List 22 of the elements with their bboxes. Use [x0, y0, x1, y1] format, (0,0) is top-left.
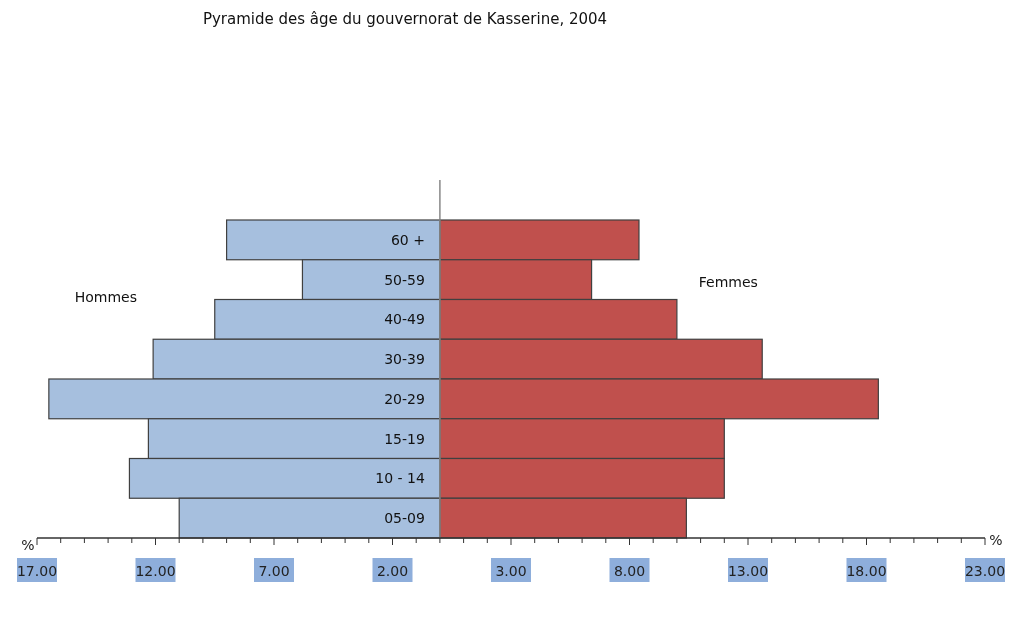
- x-tick-label: 17.00: [16, 563, 58, 579]
- y-tick-label: 15-19: [384, 430, 425, 447]
- text: Hommes: [74, 289, 137, 305]
- x-tick-label: 13.00: [727, 563, 769, 579]
- x-tick-label: 12.00: [135, 563, 176, 579]
- y-tick-label: 20-29: [384, 390, 425, 407]
- y-tick-label: 05-09: [384, 510, 425, 527]
- x-tick-label: 8.00: [613, 563, 646, 579]
- x-tick-label: 18.00: [846, 563, 887, 579]
- y-tick-label: 10 - 14: [375, 470, 425, 487]
- x-tick-label: 7.00: [258, 563, 290, 579]
- y-tick-label: 60 +: [390, 231, 425, 248]
- text: %: [989, 532, 1003, 548]
- chart-title: Pyramide des âge du gouvernorat de Kasserine, 2004: [202, 10, 608, 28]
- y-tick-label: 30-39: [384, 351, 425, 368]
- series-label: Femmes: [698, 274, 758, 290]
- y-tick-label: 40-49: [384, 311, 425, 328]
- x-tick-label: 2.00: [376, 563, 409, 579]
- x-tick-label: 23.00: [964, 563, 1006, 579]
- y-tick-label: 50-59: [384, 271, 425, 288]
- x-tick-label: 3.00: [495, 563, 527, 579]
- x-axis-title: %: [21, 537, 35, 553]
